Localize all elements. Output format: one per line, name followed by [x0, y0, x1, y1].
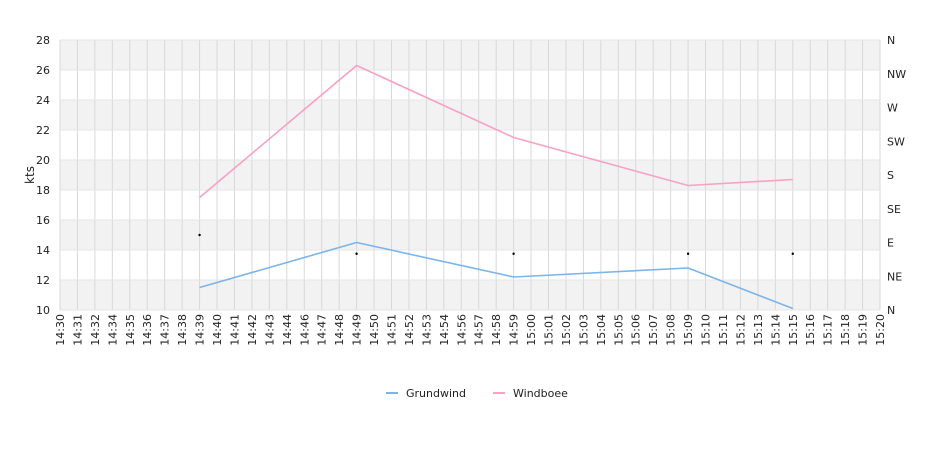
x-tick-label: 14:58: [490, 314, 503, 346]
x-tick-label: 15:19: [857, 314, 870, 346]
legend: Grundwind Windboee: [386, 387, 568, 400]
plot-band: [60, 40, 880, 70]
x-tick-label: 14:32: [89, 314, 102, 346]
direction-tick-label: NE: [887, 270, 902, 283]
x-tick-label: 14:57: [473, 314, 486, 346]
plot-band: [60, 280, 880, 310]
direction-marker: [686, 252, 690, 255]
direction-tick-label: E: [887, 237, 894, 250]
direction-marker: [512, 252, 515, 255]
x-tick-label: 14:42: [246, 314, 259, 346]
direction-markers: [198, 233, 794, 255]
y-tick-label: 14: [36, 244, 50, 257]
x-tick-label: 14:56: [455, 314, 468, 346]
x-tick-label: 14:35: [124, 314, 137, 346]
direction-tick-label: SE: [887, 203, 901, 216]
x-tick-label: 14:49: [351, 314, 364, 346]
x-tick-label: 15:11: [717, 314, 730, 346]
y-tick-label: 10: [36, 304, 50, 317]
x-tick-label: 14:52: [403, 314, 416, 346]
direction-marker: [198, 233, 201, 237]
x-tick-label: 14:43: [263, 314, 276, 346]
y-axis-left: 10 12 14 16 18 20 22 24 26 28: [36, 34, 50, 317]
x-tick-label: 15:03: [577, 314, 590, 346]
y-tick-label: 16: [36, 214, 50, 227]
x-tick-label: 15:15: [787, 314, 800, 346]
direction-tick-label: W: [887, 102, 898, 115]
y-tick-label: 12: [36, 274, 50, 287]
x-tick-label: 15:18: [839, 314, 852, 346]
x-tick-label: 14:54: [438, 314, 451, 346]
x-tick-label: 14:38: [176, 314, 189, 346]
x-tick-label: 14:39: [194, 314, 207, 346]
x-tick-label: 14:34: [106, 314, 119, 346]
x-tick-label: 14:50: [368, 314, 381, 346]
y-axis-right: N NE E SE S SW W NW N: [887, 34, 906, 317]
x-tick-label: 14:46: [298, 314, 311, 346]
plot-band: [60, 100, 880, 130]
legend-label: Grundwind: [406, 387, 466, 400]
y-tick-label: 20: [36, 154, 50, 167]
x-tick-label: 15:13: [752, 314, 765, 346]
x-tick-label: 14:31: [71, 314, 84, 346]
direction-tick-label: S: [887, 169, 894, 182]
x-tick-label: 15:17: [822, 314, 835, 346]
horizontal-gridlines: [60, 39, 880, 311]
y-tick-label: 28: [36, 34, 50, 47]
legend-label: Windboee: [513, 387, 568, 400]
x-tick-label: 14:48: [333, 314, 346, 346]
x-tick-label: 15:07: [647, 314, 660, 346]
plot-band: [60, 160, 880, 190]
x-tick-label: 14:30: [54, 314, 67, 346]
x-axis: 14:30 14:31 14:32 14:34 14:35 14:36 14:37 14:38…: [54, 314, 887, 346]
x-tick-label: 14:44: [281, 314, 294, 346]
direction-marker: [791, 252, 794, 255]
x-tick-label: 15:02: [560, 314, 573, 346]
x-tick-label: 15:09: [682, 314, 695, 346]
plot-bands: [60, 40, 880, 310]
x-tick-label: 15:00: [525, 314, 538, 346]
x-tick-label: 15:10: [700, 314, 713, 346]
y-tick-label: 24: [36, 94, 50, 107]
x-tick-label: 15:06: [630, 314, 643, 346]
x-tick-label: 15:04: [595, 314, 608, 346]
vertical-gridlines: [59, 40, 881, 310]
x-tick-label: 14:53: [420, 314, 433, 346]
plot-band: [60, 220, 880, 250]
x-tick-label: 15:20: [874, 314, 887, 346]
x-tick-label: 14:37: [159, 314, 172, 346]
direction-tick-label: N: [887, 34, 895, 47]
x-tick-label: 15:14: [769, 314, 782, 346]
x-tick-label: 14:41: [228, 314, 241, 346]
x-tick-label: 15:12: [734, 314, 747, 346]
x-tick-label: 14:47: [316, 314, 329, 346]
y-tick-label: 18: [36, 184, 50, 197]
x-tick-label: 15:16: [804, 314, 817, 346]
direction-tick-label: SW: [887, 135, 905, 148]
direction-tick-label: N: [887, 304, 895, 317]
x-tick-label: 14:51: [385, 314, 398, 346]
x-tick-label: 14:40: [211, 314, 224, 346]
x-tick-label: 14:59: [508, 314, 521, 346]
x-tick-label: 15:05: [612, 314, 625, 346]
series-layer: [199, 64, 794, 310]
y-tick-label: 22: [36, 124, 50, 137]
x-tick-label: 15:08: [665, 314, 678, 346]
direction-marker: [355, 252, 358, 255]
direction-tick-label: NW: [887, 68, 906, 81]
x-tick-label: 14:36: [141, 314, 154, 346]
y-tick-label: 26: [36, 64, 50, 77]
x-tick-label: 15:01: [543, 314, 556, 346]
y-axis-title: kts: [23, 166, 37, 184]
